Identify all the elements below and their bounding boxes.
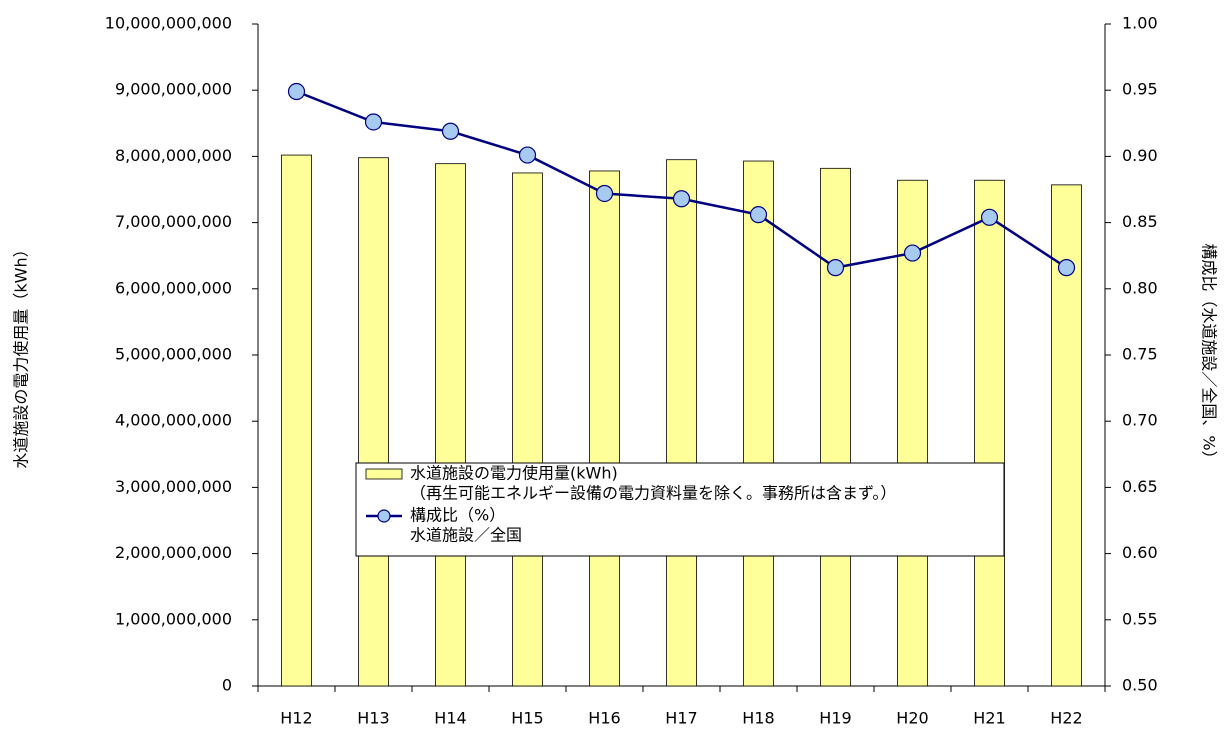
bar [897, 179, 928, 687]
y2-tick-label: 0.90 [1122, 146, 1158, 165]
legend-note: （再生可能エネルギー設備の電力資料量を除く。事務所は含まず。） [410, 484, 896, 503]
line-marker [672, 190, 691, 208]
y-axis-title: 水道施設の電力使用量（kWh） [12, 241, 31, 468]
bar [281, 154, 312, 687]
x-tick-label: H16 [588, 709, 620, 728]
legend-label: 構成比（%） [410, 506, 505, 525]
x-tick-label: H14 [434, 709, 466, 728]
y-tick-label: 1,000,000,000 [115, 609, 232, 628]
line-marker [903, 244, 922, 262]
legend-swatch [377, 509, 391, 523]
line-marker [518, 146, 537, 164]
y-tick-label: 8,000,000,000 [115, 146, 232, 165]
legend-note: 水道施設／全国 [410, 526, 522, 545]
bar [435, 163, 466, 687]
y2-tick-label: 0.70 [1122, 411, 1158, 430]
x-tick-label: H19 [819, 709, 851, 728]
y-tick-label: 0 [222, 676, 232, 695]
line-marker [826, 259, 845, 277]
y2-tick-label: 0.75 [1122, 345, 1158, 364]
x-tick-label: H22 [1050, 709, 1082, 728]
y2-tick-label: 0.60 [1122, 543, 1158, 562]
x-tick-label: H15 [511, 709, 543, 728]
line-marker [364, 113, 383, 131]
line-marker [441, 122, 460, 140]
y2-tick-label: 0.50 [1122, 676, 1158, 695]
bar [974, 179, 1005, 687]
y2-axis-title: 構成比（水道施設／全国、%） [1200, 243, 1219, 466]
line-marker [287, 82, 306, 101]
bar [743, 160, 774, 687]
y-tick-label: 7,000,000,000 [115, 212, 232, 231]
x-tick-label: H17 [665, 709, 697, 728]
y-tick-label: 2,000,000,000 [115, 543, 232, 562]
bar [589, 170, 620, 687]
bar [358, 157, 389, 687]
y-tick-label: 4,000,000,000 [115, 411, 232, 430]
line-marker [980, 208, 999, 226]
legend-label: 水道施設の電力使用量(kWh) [410, 464, 618, 483]
y-tick-label: 6,000,000,000 [115, 278, 232, 297]
y2-tick-label: 0.85 [1122, 212, 1158, 231]
bar [512, 172, 543, 687]
y-tick-label: 10,000,000,000 [105, 14, 232, 33]
x-tick-label: H20 [896, 709, 928, 728]
y2-tick-label: 0.95 [1122, 80, 1158, 99]
y2-tick-label: 0.65 [1122, 477, 1158, 496]
x-tick-label: H18 [742, 709, 774, 728]
y-tick-label: 5,000,000,000 [115, 345, 232, 364]
bar [666, 159, 697, 687]
y-tick-label: 9,000,000,000 [115, 80, 232, 99]
bar [820, 167, 851, 687]
y2-tick-label: 0.55 [1122, 609, 1158, 628]
line-marker [1057, 259, 1076, 277]
legend-box [355, 462, 1005, 557]
y-tick-label: 3,000,000,000 [115, 477, 232, 496]
y2-tick-label: 0.80 [1122, 278, 1158, 297]
x-tick-label: H12 [280, 709, 312, 728]
line-marker [749, 206, 768, 224]
legend-swatch [365, 468, 403, 480]
x-tick-label: H21 [973, 709, 1005, 728]
y2-tick-label: 1.00 [1122, 14, 1158, 33]
line-marker [595, 184, 614, 203]
x-tick-label: H13 [357, 709, 389, 728]
